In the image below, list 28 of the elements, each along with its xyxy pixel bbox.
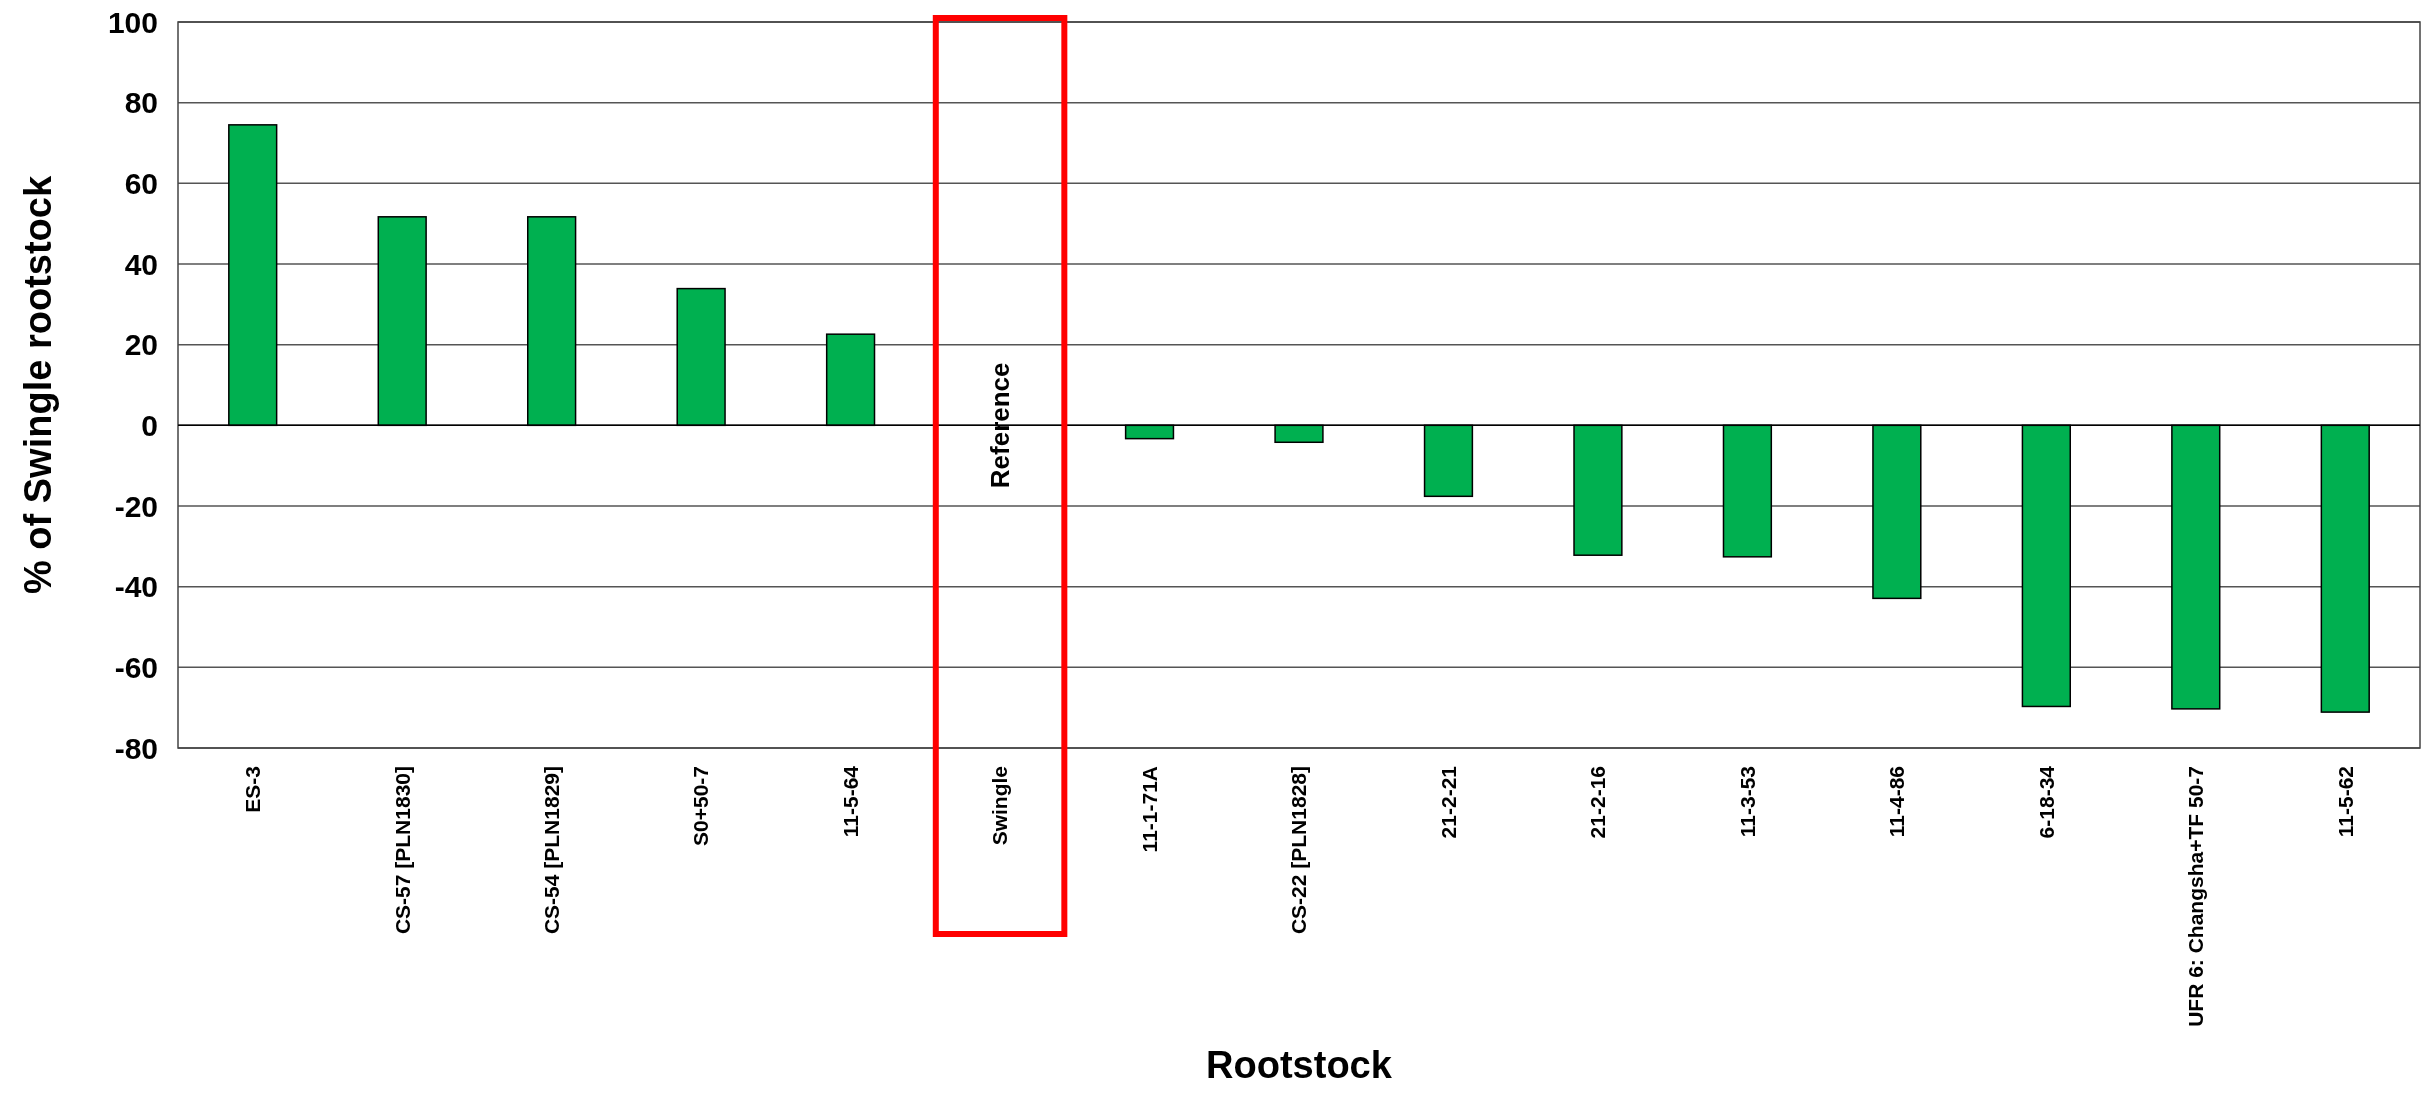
y-tick-label: 100 <box>107 5 158 39</box>
y-tick-label: -20 <box>114 489 158 523</box>
x-tick-label: CS-22 [PLN1828] <box>1287 766 1311 935</box>
x-tick-label: 11-3-53 <box>1735 766 1759 838</box>
y-tick-label: -40 <box>114 570 158 604</box>
annotation: Reference <box>985 362 1016 489</box>
x-tick-label: 11-5-62 <box>2333 766 2357 838</box>
x-tick-label: S0+50-7 <box>689 766 713 846</box>
x-tick-label: 11-1-71A <box>1137 766 1161 853</box>
y-tick-label: -80 <box>114 731 158 765</box>
y-tick-label: -60 <box>114 650 158 684</box>
x-tick-label: 21-2-16 <box>1586 766 1610 839</box>
y-tick-label: 40 <box>124 247 158 281</box>
y-tick-label: 0 <box>141 408 158 442</box>
x-tick-label: 11-4-86 <box>1885 766 1909 838</box>
y-axis-title: % of Swingle rootstock <box>17 175 60 595</box>
x-tick-label: Swingle <box>988 766 1012 846</box>
y-tick-label: 80 <box>124 86 158 120</box>
x-tick-label: CS-54 [PLN1829] <box>540 766 564 935</box>
x-axis-title: Rootstock <box>1206 1044 1393 1086</box>
x-tick-label: 6-18-34 <box>2034 765 2058 839</box>
x-tick-label: UFR 6: Changsha+TF 50-7 <box>2184 766 2208 1027</box>
y-tick-label: 20 <box>124 328 158 362</box>
x-tick-label: CS-57 [PLN1830] <box>390 766 414 935</box>
x-tick-label: 11-5-64 <box>838 765 862 838</box>
x-tick-label: ES-3 <box>241 766 265 813</box>
x-tick-label: 21-2-21 <box>1436 765 1460 839</box>
y-tick-label: 60 <box>124 166 158 200</box>
